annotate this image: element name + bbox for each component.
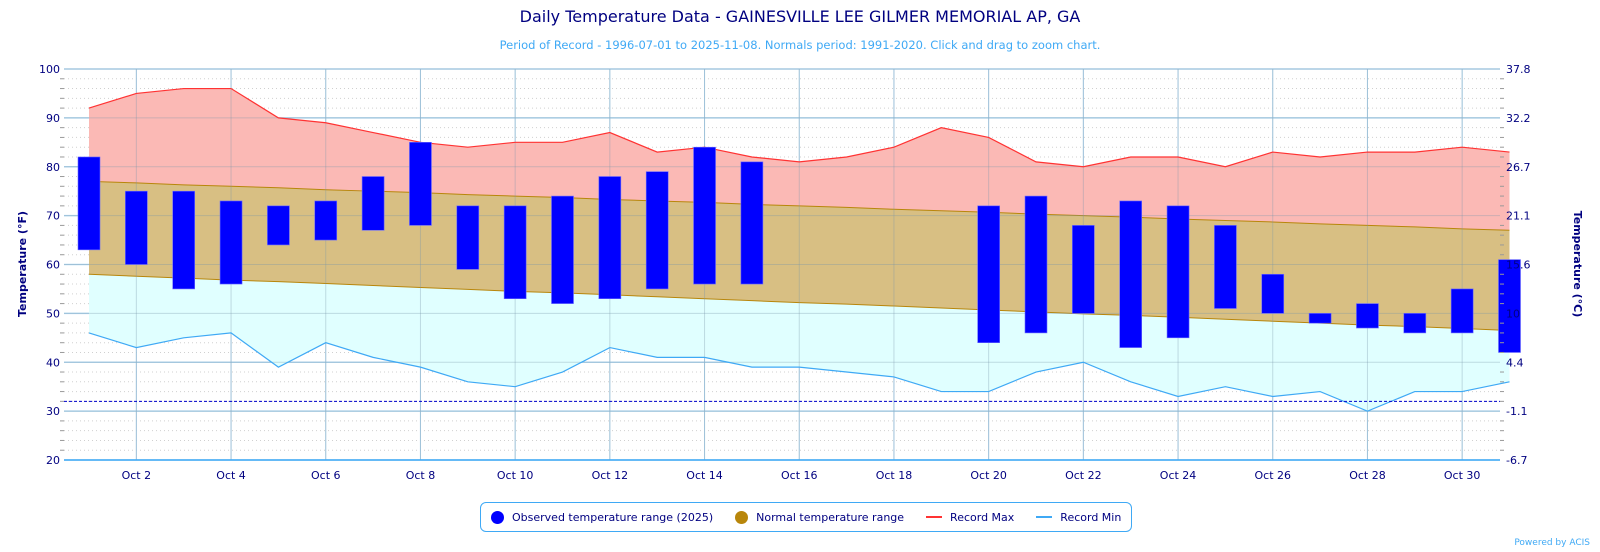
normal-range-area	[89, 181, 1510, 331]
axes: 20 -6.7 30 -1.1 40 4.4 50 10 60 15.6 70 21.1 80 26.7 9…	[39, 63, 1531, 482]
observed-bar[interactable]	[409, 142, 432, 226]
y-tick-label-left: 20	[46, 454, 60, 467]
observed-bar[interactable]	[645, 171, 669, 290]
x-tick-label: Oct 18	[876, 469, 913, 482]
y-axis-title-right: Temperature (°C)	[1571, 211, 1584, 318]
observed-bar[interactable]	[456, 205, 480, 270]
legend-label: Record Max	[950, 510, 1015, 524]
x-tick-label: Oct 8	[406, 469, 436, 482]
observed-bar[interactable]	[1072, 225, 1095, 314]
observed-bar[interactable]	[1403, 313, 1427, 334]
observed-bar[interactable]	[361, 176, 385, 231]
x-tick-label: Oct 16	[781, 469, 818, 482]
y-axis-title-left: Temperature (°F)	[16, 211, 29, 317]
legend-item-record-max[interactable]: Record Max	[926, 511, 1014, 524]
x-tick-label: Oct 10	[497, 469, 534, 482]
chart-subtitle: Period of Record - 1996-07-01 to 2025-11…	[499, 38, 1101, 52]
observed-bar[interactable]	[740, 161, 764, 285]
observed-bar[interactable]	[125, 190, 148, 265]
observed-bar[interactable]	[172, 190, 195, 290]
legend-label: Normal temperature range	[756, 510, 905, 524]
y-tick-label-left: 30	[46, 405, 60, 418]
normal-dot-icon	[735, 510, 749, 524]
x-tick-label: Oct 12	[592, 469, 629, 482]
y-tick-label-right: 10	[1506, 307, 1520, 320]
y-tick-label-left: 90	[46, 112, 60, 125]
observed-bar[interactable]	[503, 205, 527, 300]
observed-bar[interactable]	[977, 205, 1000, 344]
areas	[64, 68, 1510, 461]
observed-bar[interactable]	[1119, 200, 1142, 348]
powered-by-link[interactable]: Powered by ACIS	[1514, 538, 1590, 548]
observed-bar[interactable]	[693, 146, 716, 285]
legend-label: Record Min	[1060, 510, 1122, 524]
observed-bar[interactable]	[1024, 195, 1048, 334]
x-tick-label: Oct 22	[1065, 469, 1102, 482]
y-tick-label-left: 50	[46, 307, 60, 320]
y-tick-label-right: 4.4	[1506, 356, 1524, 369]
observed-bar[interactable]	[598, 176, 622, 300]
observed-bar[interactable]	[219, 200, 243, 285]
observed-bar[interactable]	[551, 195, 574, 304]
x-tick-label: Oct 26	[1254, 469, 1291, 482]
legend-item-record-min[interactable]: Record Min	[1036, 511, 1121, 524]
observed-bar[interactable]	[1356, 303, 1379, 329]
observed-bar[interactable]	[1450, 288, 1474, 334]
normal-high-line	[88, 180, 1510, 231]
x-tick-label: Oct 6	[311, 469, 341, 482]
record-min-line-icon	[1036, 516, 1053, 518]
x-tick-label: Oct 24	[1160, 469, 1197, 482]
x-tick-label: Oct 4	[216, 469, 246, 482]
observed-bar[interactable]	[1214, 225, 1237, 309]
y-tick-label-right: -6.7	[1506, 454, 1527, 467]
observed-bar[interactable]	[267, 205, 290, 246]
x-tick-label: Oct 2	[122, 469, 152, 482]
y-tick-label-left: 60	[46, 259, 60, 272]
observed-bar[interactable]	[1166, 205, 1190, 339]
observed-bar[interactable]	[1308, 313, 1332, 324]
lines	[64, 87, 1510, 412]
x-tick-label: Oct 14	[686, 469, 723, 482]
y-tick-label-right: 37.8	[1506, 63, 1531, 76]
legend-item-normal[interactable]: Normal temperature range	[735, 510, 905, 524]
x-tick-label: Oct 28	[1349, 469, 1386, 482]
observed-bar[interactable]	[1261, 273, 1285, 314]
y-tick-label-left: 80	[46, 161, 60, 174]
observed-bar[interactable]	[77, 156, 101, 251]
normal-low-line	[88, 273, 1510, 331]
record-max-area	[89, 88, 1510, 231]
bars	[77, 142, 1521, 353]
y-tick-label-right: 26.7	[1506, 161, 1531, 174]
record-max-line-icon	[926, 516, 943, 518]
y-tick-label-left: 40	[46, 356, 60, 369]
y-tick-label-left: 70	[46, 210, 60, 223]
x-tick-label: Oct 30	[1444, 469, 1481, 482]
y-tick-label-left: 100	[39, 63, 60, 76]
observed-bar[interactable]	[1498, 259, 1521, 353]
observed-dot-icon	[491, 510, 504, 524]
legend-item-observed[interactable]: Observed temperature range (2025)	[491, 510, 714, 524]
legend: Observed temperature range (2025) Normal…	[480, 502, 1133, 532]
legend-label: Observed temperature range (2025)	[512, 510, 714, 524]
y-tick-label-right: -1.1	[1506, 405, 1527, 418]
y-tick-label-right: 15.6	[1506, 259, 1531, 272]
y-tick-label-right: 32.2	[1506, 112, 1531, 125]
record-min-area	[89, 274, 1510, 412]
x-tick-label: Oct 20	[970, 469, 1007, 482]
y-tick-label-right: 21.1	[1506, 210, 1531, 223]
chart-title: Daily Temperature Data - GAINESVILLE LEE…	[519, 7, 1081, 26]
observed-bar[interactable]	[314, 200, 338, 241]
